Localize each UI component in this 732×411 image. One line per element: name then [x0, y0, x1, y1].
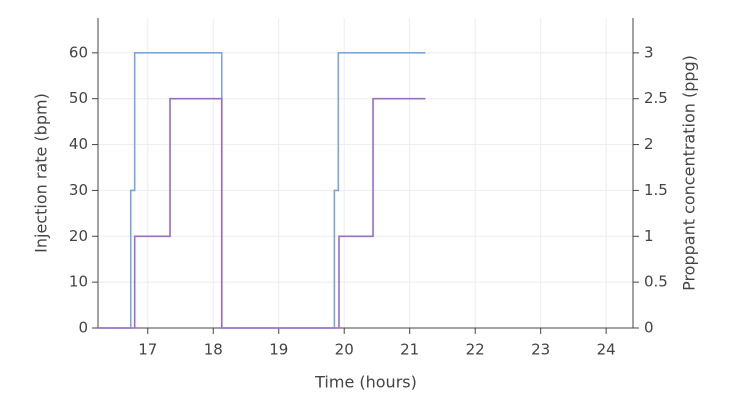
y2-tick-label: 2 [644, 135, 654, 153]
y2-tick-label: 0 [644, 319, 654, 337]
x-tick-label: 23 [531, 341, 550, 359]
x-tick-label: 22 [466, 341, 485, 359]
y2-tick-label: 2.5 [644, 89, 668, 107]
y-axis-title: Injection rate (bpm) [32, 93, 51, 253]
y2-tick-label: 3 [644, 43, 654, 61]
y-tick-label: 20 [69, 227, 88, 245]
y-tick-label: 60 [69, 43, 88, 61]
x-tick-label: 24 [597, 341, 616, 359]
y2-axis-title: Proppant concentration (ppg) [680, 55, 699, 291]
y-tick-label: 30 [69, 181, 88, 199]
y2-tick-label: 0.5 [644, 273, 668, 291]
x-tick-label: 18 [204, 341, 223, 359]
y-tick-label: 50 [69, 89, 88, 107]
x-tick-label: 19 [269, 341, 288, 359]
series-line [98, 97, 426, 329]
y-tick-label: 10 [69, 273, 88, 291]
x-tick-label: 17 [138, 341, 157, 359]
x-tick-label: 21 [400, 341, 419, 359]
x-tick-label: 20 [335, 341, 354, 359]
y2-tick-label: 1 [644, 227, 654, 245]
x-axis-title: Time (hours) [314, 373, 417, 392]
y2-tick-label: 1.5 [644, 181, 668, 199]
y-tick-label: 0 [78, 319, 88, 337]
y-tick-label: 40 [69, 135, 88, 153]
